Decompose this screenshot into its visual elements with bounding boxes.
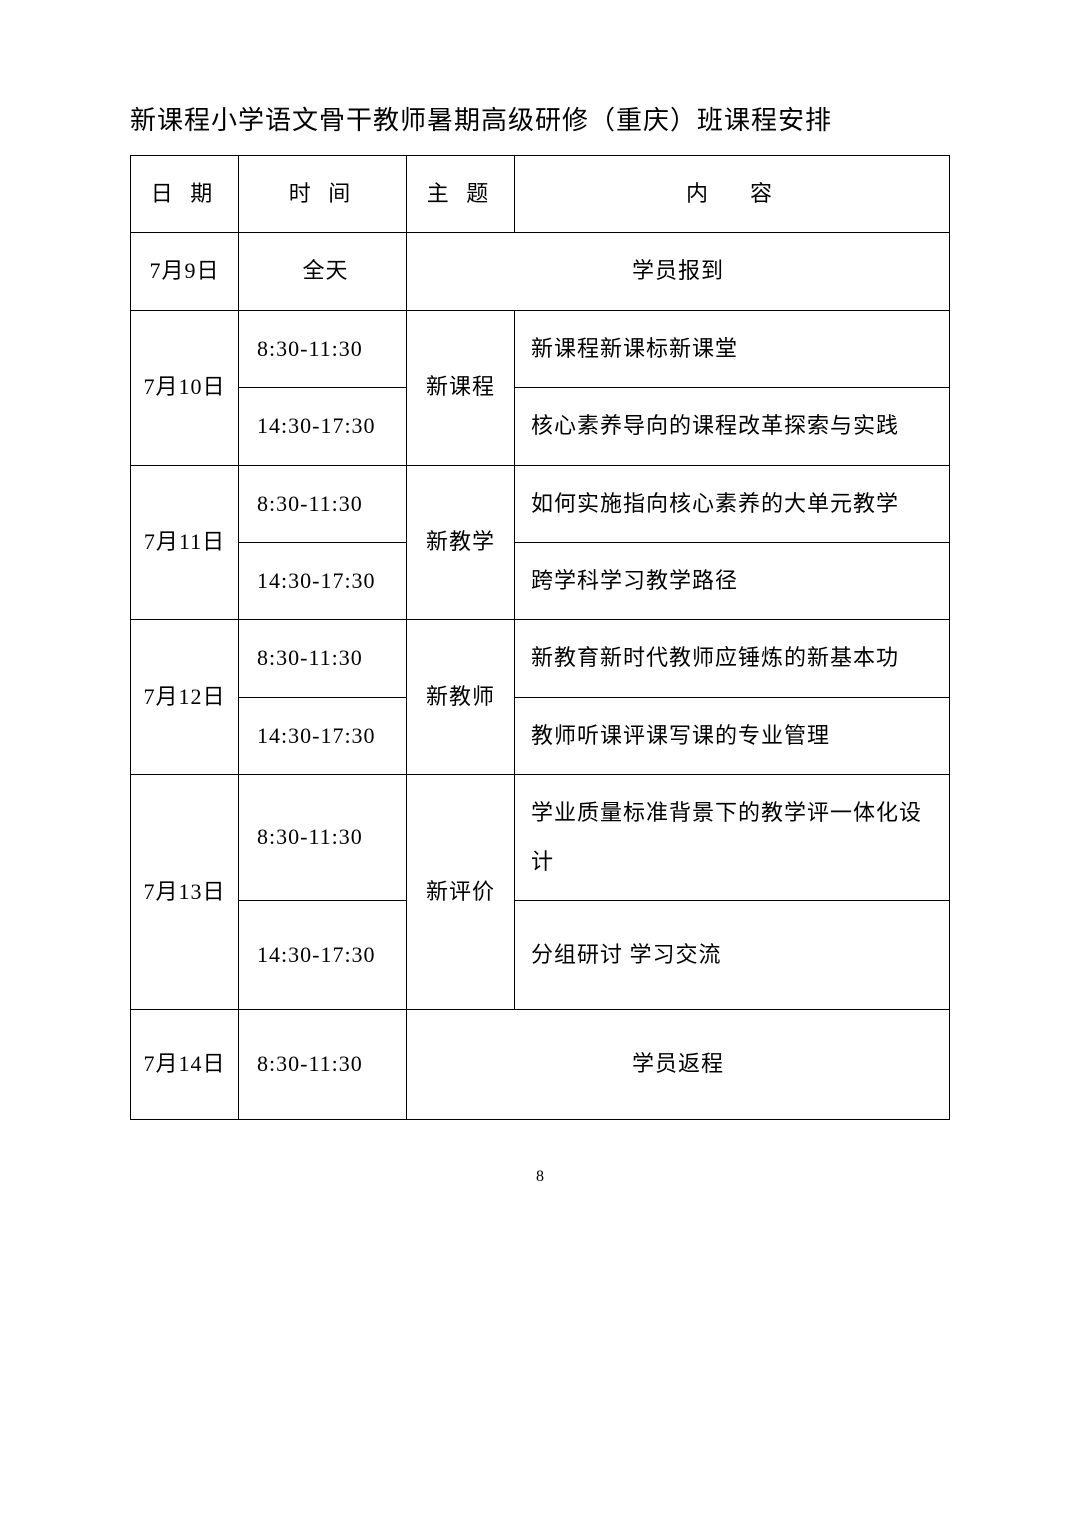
- table-row: 7月9日 全天 学员报到: [131, 233, 950, 310]
- cell-date: 7月12日: [131, 620, 239, 775]
- cell-time: 14:30-17:30: [239, 542, 407, 619]
- cell-time: 全天: [239, 233, 407, 310]
- cell-time: 8:30-11:30: [239, 775, 407, 901]
- cell-content: 教师听课评课写课的专业管理: [515, 697, 950, 774]
- cell-time: 14:30-17:30: [239, 697, 407, 774]
- cell-date: 7月11日: [131, 465, 239, 620]
- table-row: 7月14日 8:30-11:30 学员返程: [131, 1010, 950, 1119]
- cell-content: 跨学科学习教学路径: [515, 542, 950, 619]
- cell-content: 核心素养导向的课程改革探索与实践: [515, 388, 950, 465]
- cell-content: 新教育新时代教师应锤炼的新基本功: [515, 620, 950, 697]
- cell-merged: 学员返程: [407, 1010, 950, 1119]
- header-content: 内 容: [515, 156, 950, 233]
- table-row: 7月11日 8:30-11:30 新教学 如何实施指向核心素养的大单元教学: [131, 465, 950, 542]
- header-topic: 主 题: [407, 156, 515, 233]
- table-row: 7月12日 8:30-11:30 新教师 新教育新时代教师应锤炼的新基本功: [131, 620, 950, 697]
- table-row: 14:30-17:30 分组研讨 学习交流: [131, 900, 950, 1009]
- cell-time: 8:30-11:30: [239, 1010, 407, 1119]
- table-row: 14:30-17:30 教师听课评课写课的专业管理: [131, 697, 950, 774]
- cell-merged: 学员报到: [407, 233, 950, 310]
- cell-topic: 新教学: [407, 465, 515, 620]
- cell-content: 学业质量标准背景下的教学评一体化设计: [515, 775, 950, 901]
- cell-content: 分组研讨 学习交流: [515, 900, 950, 1009]
- header-time: 时 间: [239, 156, 407, 233]
- table-row: 7月10日 8:30-11:30 新课程 新课程新课标新课堂: [131, 310, 950, 387]
- table-row: 7月13日 8:30-11:30 新评价 学业质量标准背景下的教学评一体化设计: [131, 775, 950, 901]
- cell-time: 14:30-17:30: [239, 900, 407, 1009]
- cell-content: 新课程新课标新课堂: [515, 310, 950, 387]
- schedule-table: 日 期 时 间 主 题 内 容 7月9日 全天 学员报到 7月10日 8:30-…: [130, 155, 950, 1120]
- cell-date: 7月14日: [131, 1010, 239, 1119]
- table-row: 14:30-17:30 核心素养导向的课程改革探索与实践: [131, 388, 950, 465]
- cell-time: 8:30-11:30: [239, 310, 407, 387]
- cell-date: 7月13日: [131, 775, 239, 1010]
- cell-topic: 新评价: [407, 775, 515, 1010]
- table-row: 14:30-17:30 跨学科学习教学路径: [131, 542, 950, 619]
- page-number: 8: [130, 1168, 950, 1186]
- cell-time: 14:30-17:30: [239, 388, 407, 465]
- cell-topic: 新教师: [407, 620, 515, 775]
- cell-date: 7月10日: [131, 310, 239, 465]
- cell-content: 如何实施指向核心素养的大单元教学: [515, 465, 950, 542]
- cell-topic: 新课程: [407, 310, 515, 465]
- page-title: 新课程小学语文骨干教师暑期高级研修（重庆）班课程安排: [130, 100, 950, 137]
- cell-time: 8:30-11:30: [239, 465, 407, 542]
- table-header-row: 日 期 时 间 主 题 内 容: [131, 156, 950, 233]
- cell-date: 7月9日: [131, 233, 239, 310]
- header-date: 日 期: [131, 156, 239, 233]
- cell-time: 8:30-11:30: [239, 620, 407, 697]
